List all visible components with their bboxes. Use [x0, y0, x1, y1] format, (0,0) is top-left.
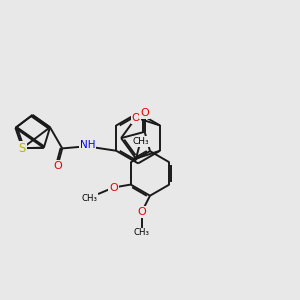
Text: O: O [109, 182, 118, 193]
Text: O: O [140, 108, 149, 118]
Text: NH: NH [80, 140, 95, 150]
Text: O: O [53, 160, 62, 171]
Text: O: O [132, 113, 140, 123]
Text: CH₃: CH₃ [132, 137, 149, 146]
Text: CH₃: CH₃ [133, 228, 149, 237]
Text: S: S [19, 142, 26, 154]
Text: O: O [137, 207, 146, 217]
Text: CH₃: CH₃ [82, 194, 98, 203]
